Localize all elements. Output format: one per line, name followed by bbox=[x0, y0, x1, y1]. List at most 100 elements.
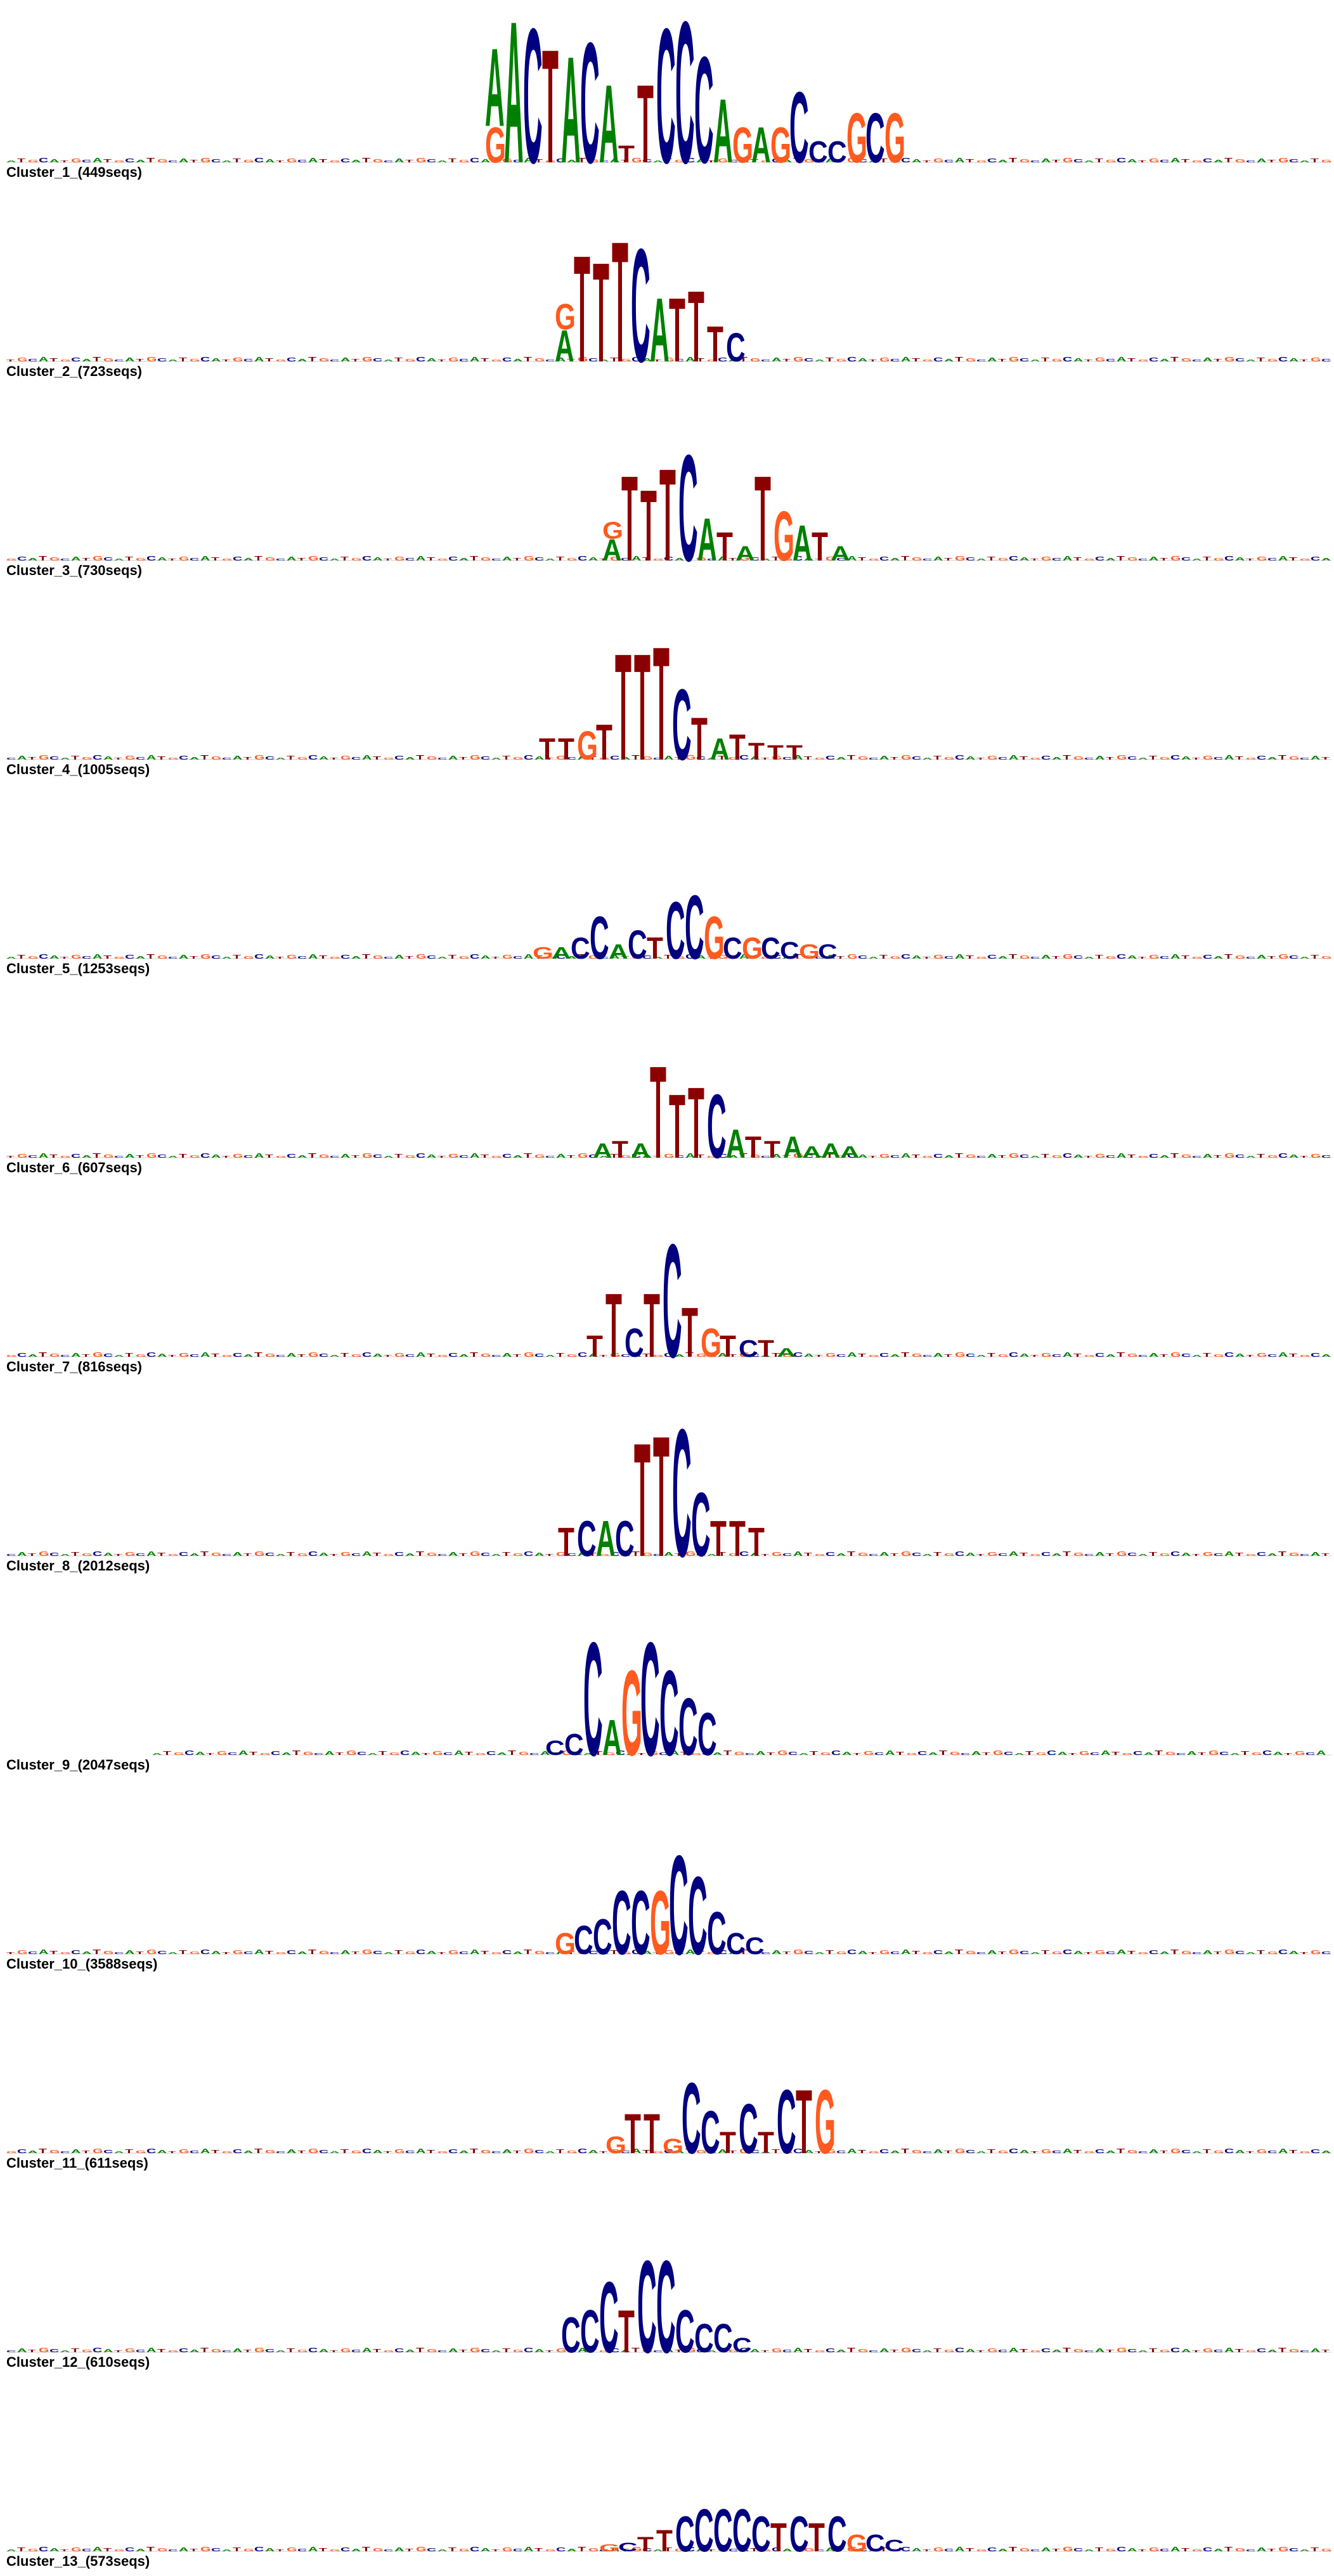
background-letter: C bbox=[745, 1752, 754, 1756]
background-letter: T bbox=[1020, 1552, 1028, 1557]
background-letter: T bbox=[93, 1153, 101, 1160]
background-letter: T bbox=[944, 557, 953, 561]
background-letter: A bbox=[890, 2150, 900, 2154]
background-letter: T bbox=[1041, 1950, 1049, 1955]
background-letter: A bbox=[869, 160, 878, 163]
background-letter: A bbox=[556, 1950, 566, 1955]
background-letter: G bbox=[642, 2348, 652, 2353]
motif-letter-c: C bbox=[675, 2506, 695, 2563]
background-letter: C bbox=[405, 2150, 415, 2154]
background-letter: G bbox=[39, 1551, 49, 1558]
background-letter: T bbox=[1321, 756, 1330, 760]
motif-letter-t: T bbox=[748, 737, 765, 765]
background-letter: T bbox=[502, 755, 510, 761]
background-letter: G bbox=[1246, 1553, 1256, 1557]
background-letter: G bbox=[691, 1752, 701, 1756]
background-letter: C bbox=[1192, 1951, 1201, 1955]
background-letter: C bbox=[955, 1551, 964, 1558]
background-letter: G bbox=[416, 954, 426, 961]
background-letter: C bbox=[17, 1352, 27, 1358]
background-letter: C bbox=[222, 757, 231, 760]
background-letter: A bbox=[405, 1553, 415, 1557]
background-letter: G bbox=[1170, 2148, 1181, 2155]
background-letter: C bbox=[599, 2549, 609, 2552]
background-letter: C bbox=[513, 2548, 522, 2552]
background-letter: C bbox=[874, 1752, 884, 1756]
background-letter: G bbox=[265, 557, 275, 561]
background-letter: G bbox=[621, 1155, 631, 1158]
background-letter: C bbox=[470, 954, 479, 961]
background-letter: T bbox=[901, 555, 909, 562]
background-letter: G bbox=[233, 1153, 243, 1159]
background-letter: T bbox=[470, 555, 478, 562]
motif-letter-a: A bbox=[831, 542, 850, 565]
background-letter: C bbox=[1149, 1950, 1159, 1955]
background-letter: G bbox=[233, 357, 243, 363]
background-letter: T bbox=[1149, 755, 1157, 761]
background-letter: C bbox=[782, 2349, 792, 2353]
background-letter: C bbox=[1311, 556, 1321, 562]
background-letter: G bbox=[190, 1951, 200, 1955]
background-letter: G bbox=[1030, 1553, 1040, 1557]
background-letter: G bbox=[351, 557, 362, 561]
background-letter: G bbox=[1267, 1155, 1278, 1158]
background-letter: T bbox=[896, 1751, 904, 1756]
background-letter: T bbox=[869, 1155, 877, 1158]
motif-letter-a: A bbox=[735, 542, 755, 565]
background-letter: A bbox=[1170, 157, 1180, 164]
background-letter: G bbox=[470, 754, 480, 761]
background-letter: A bbox=[540, 1751, 550, 1756]
background-letter: T bbox=[545, 2350, 554, 2353]
background-letter: T bbox=[297, 2150, 306, 2154]
background-letter: G bbox=[1192, 2549, 1202, 2552]
background-letter: A bbox=[265, 955, 275, 959]
background-letter: A bbox=[448, 2348, 458, 2353]
motif-letter-t: T bbox=[745, 1130, 761, 1165]
background-letter: G bbox=[39, 2347, 49, 2354]
background-letter: C bbox=[659, 1752, 668, 1756]
background-letter: C bbox=[287, 357, 297, 363]
background-letter: A bbox=[642, 358, 652, 362]
background-letter: A bbox=[901, 356, 910, 363]
background-letter: G bbox=[772, 2348, 782, 2353]
background-letter: T bbox=[1203, 1352, 1211, 1358]
background-letter: T bbox=[351, 358, 360, 362]
background-letter: G bbox=[1165, 1751, 1175, 1756]
background-letter: C bbox=[696, 1552, 706, 1557]
background-letter: A bbox=[804, 1353, 813, 1357]
background-letter: A bbox=[588, 2149, 598, 2154]
background-letter: G bbox=[373, 2547, 383, 2552]
background-letter: T bbox=[858, 2149, 866, 2154]
background-letter: G bbox=[1127, 2149, 1137, 2154]
background-letter: G bbox=[1208, 1750, 1219, 1757]
background-letter: T bbox=[1278, 1551, 1286, 1558]
background-letter: A bbox=[739, 2546, 749, 2553]
background-letter: T bbox=[955, 356, 963, 363]
background-letter: G bbox=[1289, 1552, 1299, 1557]
background-letter: A bbox=[1311, 755, 1321, 761]
background-letter: A bbox=[1063, 1352, 1072, 1359]
background-letter: T bbox=[459, 1553, 468, 1557]
background-letter: T bbox=[481, 358, 489, 362]
motif-letter-c: C bbox=[640, 1608, 660, 1789]
background-letter: T bbox=[599, 558, 608, 561]
background-letter: C bbox=[631, 356, 641, 363]
background-letter: A bbox=[707, 757, 716, 760]
background-letter: A bbox=[718, 556, 728, 562]
background-letter: G bbox=[826, 1352, 836, 1358]
background-letter: G bbox=[901, 754, 911, 761]
background-letter: G bbox=[1009, 1949, 1019, 1956]
background-letter: C bbox=[879, 2149, 890, 2154]
background-letter: A bbox=[1246, 1155, 1255, 1158]
background-letter: G bbox=[987, 1551, 997, 1557]
background-letter: C bbox=[114, 1155, 124, 1158]
background-letter: C bbox=[793, 1352, 803, 1359]
background-letter: T bbox=[545, 757, 554, 760]
background-letter: G bbox=[1095, 1153, 1105, 1159]
background-letter: G bbox=[545, 956, 555, 959]
background-letter: C bbox=[933, 357, 943, 363]
background-letter: A bbox=[481, 955, 490, 959]
background-letter: C bbox=[739, 2347, 749, 2354]
background-letter: C bbox=[82, 159, 91, 163]
background-letter: C bbox=[405, 1354, 415, 1357]
